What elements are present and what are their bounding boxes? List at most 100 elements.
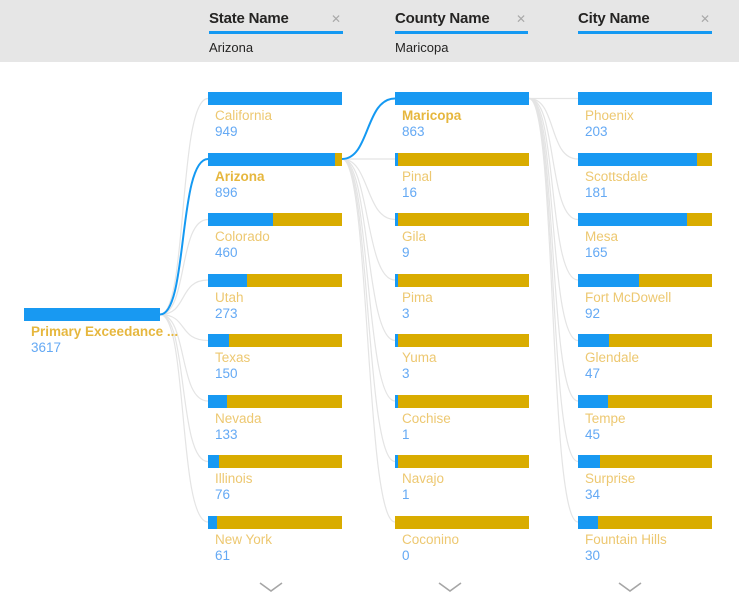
filter-underline — [395, 31, 528, 34]
chevron-down-icon — [259, 582, 283, 592]
node-bar-fill — [208, 455, 219, 468]
tree-node-fort-mcdowell[interactable]: Fort McDowell 92 — [578, 273, 712, 321]
node-value: 45 — [585, 426, 601, 442]
filter-city-name[interactable]: City Name ✕ — [578, 0, 712, 62]
node-value: 30 — [585, 547, 601, 563]
node-bar-fill — [395, 213, 398, 226]
node-bar — [395, 515, 529, 529]
node-value: 3617 — [31, 340, 62, 355]
node-value: 0 — [402, 547, 410, 563]
expand-chevron[interactable] — [258, 580, 284, 594]
node-bar — [208, 515, 342, 529]
node-label: Texas — [215, 350, 251, 365]
tree-node-glendale[interactable]: Glendale 47 — [578, 334, 712, 381]
node-value: 165 — [585, 245, 608, 260]
node-value: 92 — [585, 305, 601, 321]
tree-node-tempe[interactable]: Tempe 45 — [578, 394, 712, 442]
node-bar — [208, 455, 342, 468]
expand-chevron[interactable] — [437, 580, 463, 594]
node-label: Coconino — [402, 531, 460, 547]
node-bar-fill — [578, 455, 600, 468]
tree-node-phoenix[interactable]: Phoenix 203 — [578, 92, 712, 139]
tree-node-navajo[interactable]: Navajo 1 — [395, 455, 529, 502]
node-value: 273 — [215, 305, 238, 321]
filter-county-value: Maricopa — [395, 40, 449, 55]
node-label: Utah — [215, 289, 244, 305]
tree-node-gila[interactable]: Gila 9 — [395, 213, 529, 260]
node-bar — [395, 152, 529, 166]
tree-node-primary-exceedance-[interactable]: Primary Exceedance ... 3617 — [24, 308, 178, 355]
tree-node-california[interactable]: California 949 — [208, 92, 342, 139]
filter-state-name[interactable]: State Name ✕ Arizona — [209, 0, 343, 62]
node-bar — [208, 334, 342, 347]
tree-node-maricopa[interactable]: Maricopa 863 — [395, 92, 529, 139]
node-label: Illinois — [215, 471, 253, 486]
node-label: California — [215, 108, 273, 123]
tree-node-scottsdale[interactable]: Scottsdale 181 — [578, 152, 712, 200]
node-bar — [395, 334, 529, 347]
close-icon[interactable]: ✕ — [515, 11, 526, 26]
node-bar-fill — [208, 152, 335, 166]
node-bar-fill — [208, 334, 229, 347]
node-value: 896 — [215, 184, 238, 200]
node-label: Pima — [402, 289, 433, 305]
filter-underline — [209, 31, 343, 34]
filter-state-label: State Name — [209, 10, 289, 27]
filter-bar: State Name ✕ Arizona County Name ✕ Maric… — [0, 0, 739, 62]
tree-node-arizona[interactable]: Arizona 896 — [208, 152, 342, 200]
node-bar — [395, 455, 529, 468]
tree-node-new-york[interactable]: New York 61 — [208, 515, 342, 563]
node-label: Fort McDowell — [585, 289, 672, 305]
node-bar — [208, 273, 342, 287]
node-label: Glendale — [585, 350, 640, 365]
tree-node-illinois[interactable]: Illinois 76 — [208, 455, 342, 502]
node-bar-fill — [395, 394, 398, 408]
tree-node-cochise[interactable]: Cochise 1 — [395, 394, 529, 442]
node-label: Tempe — [585, 410, 626, 426]
node-label: Phoenix — [585, 108, 634, 123]
node-bar — [208, 394, 342, 408]
tree-node-texas[interactable]: Texas 150 — [208, 334, 342, 381]
tree-node-nevada[interactable]: Nevada 133 — [208, 394, 342, 442]
node-bar-fill — [578, 152, 697, 166]
close-icon[interactable]: ✕ — [330, 11, 341, 26]
node-bar — [208, 213, 342, 226]
node-bar — [395, 273, 529, 287]
node-value: 76 — [215, 487, 231, 502]
tree-node-surprise[interactable]: Surprise 34 — [578, 455, 712, 502]
node-label: Nevada — [215, 410, 262, 426]
close-icon[interactable]: ✕ — [699, 11, 710, 26]
tree-node-mesa[interactable]: Mesa 165 — [578, 213, 712, 260]
node-bar — [395, 213, 529, 226]
node-label: Gila — [402, 229, 427, 244]
node-bar — [208, 152, 342, 166]
node-label: Navajo — [402, 471, 445, 486]
node-value: 34 — [585, 487, 601, 502]
node-bar — [395, 394, 529, 408]
node-value: 9 — [402, 245, 410, 260]
node-bar — [578, 334, 712, 347]
tree-node-utah[interactable]: Utah 273 — [208, 273, 342, 321]
filter-county-label: County Name — [395, 10, 490, 27]
expand-chevron[interactable] — [617, 580, 643, 594]
node-value: 1 — [402, 487, 410, 502]
tree-node-yuma[interactable]: Yuma 3 — [395, 334, 529, 381]
tree-node-colorado[interactable]: Colorado 460 — [208, 213, 342, 260]
node-value: 3 — [402, 305, 410, 321]
node-bar — [578, 92, 712, 105]
filter-county-name[interactable]: County Name ✕ Maricopa — [395, 0, 528, 62]
node-label: Scottsdale — [585, 168, 649, 184]
node-value: 47 — [585, 366, 601, 381]
tree-node-pinal[interactable]: Pinal 16 — [395, 152, 529, 200]
node-bar-fill — [208, 394, 227, 408]
node-bar — [208, 92, 342, 105]
node-label: Arizona — [215, 168, 265, 184]
node-bar-fill — [578, 394, 608, 408]
tree-node-fountain-hills[interactable]: Fountain Hills 30 — [578, 515, 712, 563]
node-bar-fill — [208, 213, 273, 226]
node-value: 61 — [215, 547, 231, 563]
tree-node-pima[interactable]: Pima 3 — [395, 273, 529, 321]
tree-node-coconino[interactable]: Coconino 0 — [395, 515, 529, 563]
node-label: New York — [215, 531, 273, 547]
